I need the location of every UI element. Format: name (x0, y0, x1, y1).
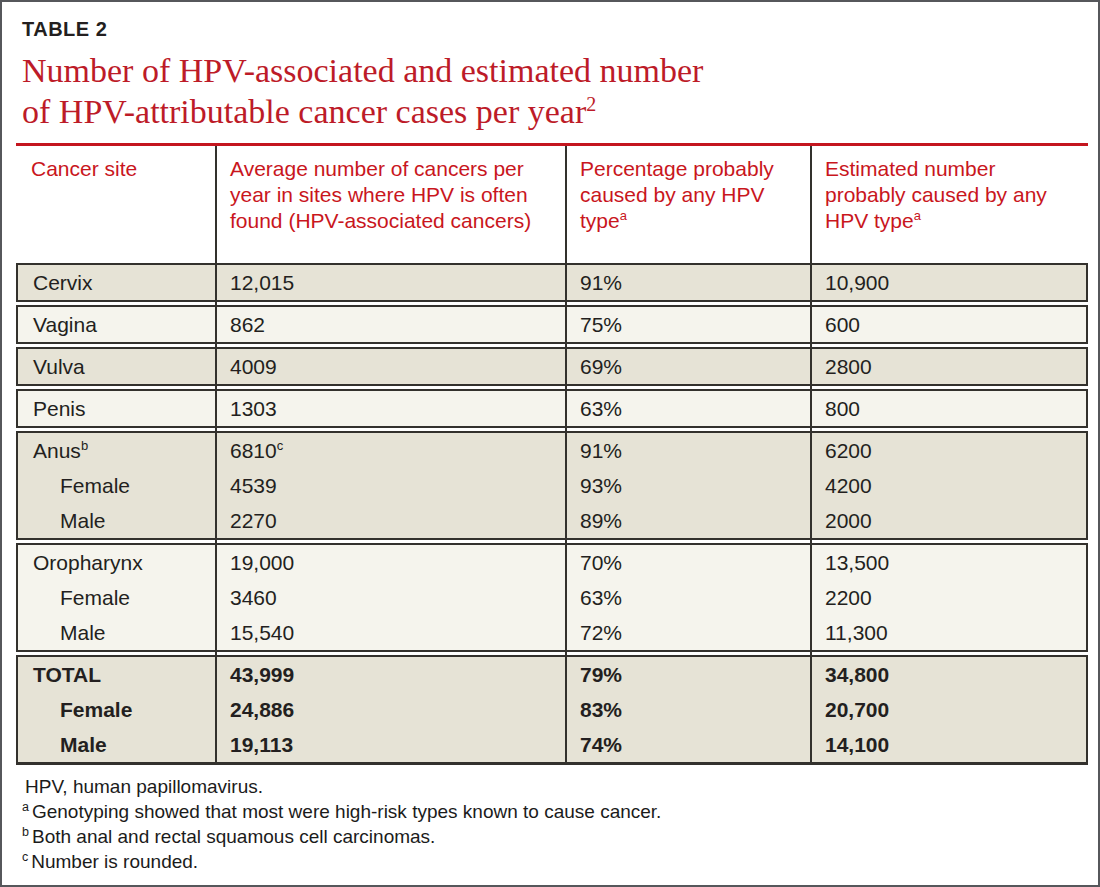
cell-site: TOTAL (18, 663, 215, 687)
footnote-a: aGenotyping showed that most were high-r… (22, 799, 1086, 824)
row-block-penis: Penis 1303 63% 800 (16, 389, 1088, 428)
table-row: Female 3460 63% 2200 (18, 580, 1086, 615)
table-row: Male 2270 89% 2000 (18, 503, 1086, 538)
column-divider (810, 146, 812, 765)
cell-site: Oropharynx (18, 551, 215, 575)
cell-pct: 70% (565, 551, 810, 575)
cell-site: Female (18, 586, 215, 610)
footnote-b: bBoth anal and rectal squamous cell carc… (22, 824, 1086, 849)
cell-est: 20,700 (810, 698, 1086, 722)
table-number-label: TABLE 2 (22, 18, 1086, 41)
table-row: Anusb 6810c 91% 6200 (18, 433, 1086, 468)
cell-site: Penis (18, 397, 215, 421)
cell-pct: 91% (565, 271, 810, 295)
row-block-oropharynx: Oropharynx 19,000 70% 13,500 Female 3460… (16, 543, 1088, 652)
cell-pct: 75% (565, 313, 810, 337)
table-row: Vagina 862 75% 600 (18, 307, 1086, 342)
column-divider (565, 146, 567, 765)
table-row: Female 4539 93% 4200 (18, 468, 1086, 503)
table-row: Female 24,886 83% 20,700 (18, 692, 1086, 727)
title-line-1: Number of HPV-associated and estimated n… (22, 52, 703, 89)
cell-site: Vagina (18, 313, 215, 337)
data-table: Cancer site Average number of cancers pe… (16, 143, 1088, 765)
cell-pct: 63% (565, 397, 810, 421)
cell-avg: 4009 (215, 355, 565, 379)
cell-avg: 43,999 (215, 663, 565, 687)
cell-pct: 72% (565, 621, 810, 645)
cell-site: Female (18, 474, 215, 498)
table-title: Number of HPV-associated and estimated n… (22, 50, 942, 132)
cell-est: 34,800 (810, 663, 1086, 687)
col-header-percentage: Percentage probably caused by any HPV ty… (565, 146, 810, 260)
cell-est: 800 (810, 397, 1086, 421)
table-row: TOTAL 43,999 79% 34,800 (18, 657, 1086, 692)
cell-site: Male (18, 621, 215, 645)
table-row: Male 19,113 74% 14,100 (18, 727, 1086, 762)
cell-pct: 74% (565, 733, 810, 757)
cell-site: Male (18, 509, 215, 533)
row-block-vagina: Vagina 862 75% 600 (16, 305, 1088, 344)
cell-avg: 24,886 (215, 698, 565, 722)
footnote-abbreviation: HPV, human papillomavirus. (22, 774, 1086, 799)
title-reference-superscript: 2 (586, 93, 596, 115)
footnote-c: cNumber is rounded. (22, 849, 1086, 874)
cell-est: 2800 (810, 355, 1086, 379)
table-row: Penis 1303 63% 800 (18, 391, 1086, 426)
cell-site: Male (18, 733, 215, 757)
cell-avg: 4539 (215, 474, 565, 498)
cell-avg: 862 (215, 313, 565, 337)
cell-pct: 69% (565, 355, 810, 379)
column-divider (215, 146, 217, 765)
cell-pct: 79% (565, 663, 810, 687)
cell-site: Anusb (18, 439, 215, 463)
row-block-cervix: Cervix 12,015 91% 10,900 (16, 263, 1088, 302)
cell-est: 6200 (810, 439, 1086, 463)
cell-est: 4200 (810, 474, 1086, 498)
cell-site: Cervix (18, 271, 215, 295)
cell-est: 2000 (810, 509, 1086, 533)
col-header-average-number: Average number of cancers per year in si… (215, 146, 565, 260)
table-header-row: Cancer site Average number of cancers pe… (16, 146, 1088, 260)
row-block-total: TOTAL 43,999 79% 34,800 Female 24,886 83… (16, 655, 1088, 765)
footnotes: HPV, human papillomavirus. aGenotyping s… (22, 774, 1086, 874)
cell-est: 14,100 (810, 733, 1086, 757)
cell-est: 11,300 (810, 621, 1086, 645)
title-line-2: of HPV-attributable cancer cases per yea… (22, 93, 586, 130)
row-block-anus: Anusb 6810c 91% 6200 Female 4539 93% 420… (16, 431, 1088, 540)
cell-avg: 2270 (215, 509, 565, 533)
cell-site: Vulva (18, 355, 215, 379)
cell-avg: 6810c (215, 439, 565, 463)
table-row: Vulva 4009 69% 2800 (18, 349, 1086, 384)
cell-pct: 83% (565, 698, 810, 722)
cell-avg: 1303 (215, 397, 565, 421)
table-row: Male 15,540 72% 11,300 (18, 615, 1086, 650)
cell-avg: 3460 (215, 586, 565, 610)
table-row: Oropharynx 19,000 70% 13,500 (18, 545, 1086, 580)
cell-pct: 89% (565, 509, 810, 533)
row-block-vulva: Vulva 4009 69% 2800 (16, 347, 1088, 386)
col-header-cancer-site: Cancer site (16, 146, 215, 260)
cell-est: 600 (810, 313, 1086, 337)
cell-site: Female (18, 698, 215, 722)
cell-est: 10,900 (810, 271, 1086, 295)
cell-pct: 63% (565, 586, 810, 610)
journal-table-page: TABLE 2 Number of HPV-associated and est… (0, 0, 1100, 887)
table-row: Cervix 12,015 91% 10,900 (18, 265, 1086, 300)
cell-avg: 12,015 (215, 271, 565, 295)
cell-pct: 91% (565, 439, 810, 463)
cell-avg: 15,540 (215, 621, 565, 645)
col-header-estimated-number: Estimated number probably caused by any … (810, 146, 1088, 260)
cell-avg: 19,113 (215, 733, 565, 757)
cell-est: 2200 (810, 586, 1086, 610)
cell-est: 13,500 (810, 551, 1086, 575)
cell-avg: 19,000 (215, 551, 565, 575)
cell-pct: 93% (565, 474, 810, 498)
